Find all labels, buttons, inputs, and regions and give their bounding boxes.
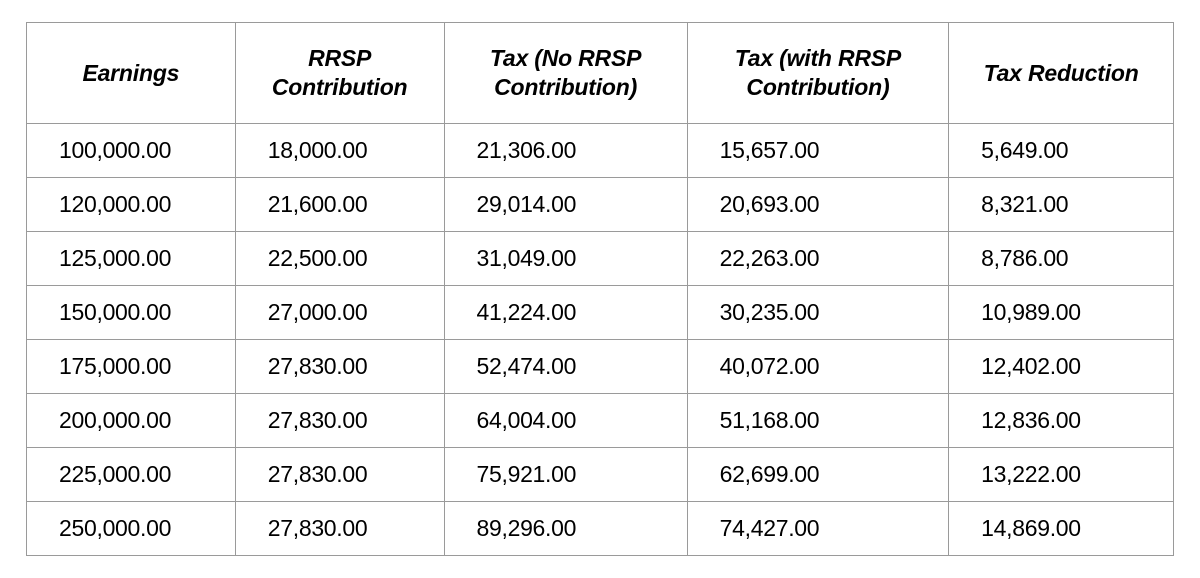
cell-tax-with-rrsp: 74,427.00 <box>687 502 949 556</box>
cell-earnings: 250,000.00 <box>27 502 236 556</box>
cell-tax-with-rrsp: 62,699.00 <box>687 448 949 502</box>
col-header-earnings: Earnings <box>27 23 236 124</box>
cell-tax-no-rrsp: 64,004.00 <box>444 394 687 448</box>
cell-earnings: 150,000.00 <box>27 286 236 340</box>
col-header-tax-reduction: Tax Reduction <box>949 23 1174 124</box>
cell-tax-reduction: 5,649.00 <box>949 124 1174 178</box>
cell-tax-with-rrsp: 15,657.00 <box>687 124 949 178</box>
cell-rrsp-contribution: 21,600.00 <box>235 178 444 232</box>
cell-tax-no-rrsp: 31,049.00 <box>444 232 687 286</box>
cell-tax-with-rrsp: 51,168.00 <box>687 394 949 448</box>
table-row: 200,000.00 27,830.00 64,004.00 51,168.00… <box>27 394 1174 448</box>
table-container: Earnings RRSP Contribution Tax (No RRSP … <box>0 0 1200 578</box>
cell-rrsp-contribution: 22,500.00 <box>235 232 444 286</box>
cell-earnings: 225,000.00 <box>27 448 236 502</box>
cell-rrsp-contribution: 27,830.00 <box>235 448 444 502</box>
cell-tax-with-rrsp: 40,072.00 <box>687 340 949 394</box>
cell-tax-no-rrsp: 75,921.00 <box>444 448 687 502</box>
cell-rrsp-contribution: 27,000.00 <box>235 286 444 340</box>
cell-rrsp-contribution: 27,830.00 <box>235 340 444 394</box>
table-head: Earnings RRSP Contribution Tax (No RRSP … <box>27 23 1174 124</box>
cell-tax-reduction: 12,836.00 <box>949 394 1174 448</box>
table-row: 150,000.00 27,000.00 41,224.00 30,235.00… <box>27 286 1174 340</box>
cell-tax-no-rrsp: 41,224.00 <box>444 286 687 340</box>
cell-earnings: 120,000.00 <box>27 178 236 232</box>
cell-tax-no-rrsp: 29,014.00 <box>444 178 687 232</box>
col-header-tax-with-rrsp: Tax (with RRSP Contribution) <box>687 23 949 124</box>
col-header-rrsp-contribution: RRSP Contribution <box>235 23 444 124</box>
cell-tax-with-rrsp: 20,693.00 <box>687 178 949 232</box>
cell-tax-no-rrsp: 89,296.00 <box>444 502 687 556</box>
table-row: 225,000.00 27,830.00 75,921.00 62,699.00… <box>27 448 1174 502</box>
cell-earnings: 100,000.00 <box>27 124 236 178</box>
cell-tax-with-rrsp: 22,263.00 <box>687 232 949 286</box>
cell-earnings: 200,000.00 <box>27 394 236 448</box>
table-row: 250,000.00 27,830.00 89,296.00 74,427.00… <box>27 502 1174 556</box>
cell-tax-reduction: 12,402.00 <box>949 340 1174 394</box>
table-header-row: Earnings RRSP Contribution Tax (No RRSP … <box>27 23 1174 124</box>
cell-rrsp-contribution: 18,000.00 <box>235 124 444 178</box>
cell-tax-no-rrsp: 21,306.00 <box>444 124 687 178</box>
table-row: 125,000.00 22,500.00 31,049.00 22,263.00… <box>27 232 1174 286</box>
cell-tax-reduction: 13,222.00 <box>949 448 1174 502</box>
table-row: 100,000.00 18,000.00 21,306.00 15,657.00… <box>27 124 1174 178</box>
cell-earnings: 175,000.00 <box>27 340 236 394</box>
cell-earnings: 125,000.00 <box>27 232 236 286</box>
cell-tax-no-rrsp: 52,474.00 <box>444 340 687 394</box>
table-row: 120,000.00 21,600.00 29,014.00 20,693.00… <box>27 178 1174 232</box>
cell-rrsp-contribution: 27,830.00 <box>235 394 444 448</box>
cell-rrsp-contribution: 27,830.00 <box>235 502 444 556</box>
table-row: 175,000.00 27,830.00 52,474.00 40,072.00… <box>27 340 1174 394</box>
cell-tax-reduction: 8,786.00 <box>949 232 1174 286</box>
cell-tax-with-rrsp: 30,235.00 <box>687 286 949 340</box>
col-header-tax-no-rrsp: Tax (No RRSP Contribution) <box>444 23 687 124</box>
rrsp-tax-table: Earnings RRSP Contribution Tax (No RRSP … <box>26 22 1174 556</box>
cell-tax-reduction: 8,321.00 <box>949 178 1174 232</box>
cell-tax-reduction: 14,869.00 <box>949 502 1174 556</box>
table-body: 100,000.00 18,000.00 21,306.00 15,657.00… <box>27 124 1174 556</box>
cell-tax-reduction: 10,989.00 <box>949 286 1174 340</box>
